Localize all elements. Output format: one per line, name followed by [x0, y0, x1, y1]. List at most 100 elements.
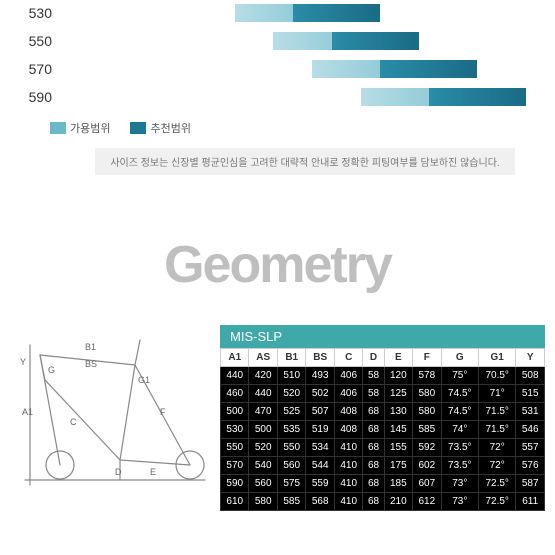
table-cell: 72° [478, 457, 515, 475]
chart-legend: 가용범위 추천범위 [0, 112, 555, 144]
table-cell: 550 [277, 439, 305, 457]
table-cell: 125 [384, 385, 412, 403]
gantt-row: 570 [10, 56, 545, 82]
table-header: C [334, 349, 362, 367]
table-cell: 155 [384, 439, 412, 457]
gantt-bar-track [60, 60, 545, 78]
table-cell: 68 [363, 439, 384, 457]
gantt-label: 570 [10, 61, 60, 77]
table-header: F [413, 349, 441, 367]
gantt-row: 530 [10, 0, 545, 26]
table-cell: 493 [306, 367, 334, 385]
table-cell: 590 [221, 475, 249, 493]
table-cell: 612 [413, 493, 441, 511]
table-cell: 525 [277, 403, 305, 421]
table-cell: 440 [249, 385, 277, 403]
table-cell: 508 [516, 367, 545, 385]
table-cell: 546 [516, 421, 545, 439]
table-cell: 120 [384, 367, 412, 385]
table-cell: 570 [221, 457, 249, 475]
svg-text:G: G [48, 365, 55, 375]
geometry-title: Geometry [0, 235, 555, 295]
table-cell: 602 [413, 457, 441, 475]
svg-text:B1: B1 [85, 342, 96, 352]
table-cell: 502 [306, 385, 334, 403]
table-cell: 71° [478, 385, 515, 403]
range-recommended [429, 88, 526, 106]
table-cell: 585 [277, 493, 305, 511]
table-cell: 74.5° [441, 385, 478, 403]
table-cell: 420 [249, 367, 277, 385]
geometry-table-wrap: MIS-SLP A1ASB1BSCDEFGG1Y 440420510493406… [220, 325, 545, 511]
table-header: G [441, 349, 478, 367]
table-header: AS [249, 349, 277, 367]
table-cell: 585 [413, 421, 441, 439]
size-range-chart: 530550570590 [0, 0, 555, 110]
svg-text:C: C [70, 417, 77, 427]
gantt-row: 550 [10, 28, 545, 54]
table-header: BS [306, 349, 334, 367]
table-cell: 520 [249, 439, 277, 457]
table-header: D [363, 349, 384, 367]
table-cell: 610 [221, 493, 249, 511]
legend-label-1: 가용범위 [70, 120, 110, 136]
table-cell: 58 [363, 385, 384, 403]
table-cell: 530 [221, 421, 249, 439]
legend-box-light [50, 122, 66, 134]
table-cell: 72.5° [478, 493, 515, 511]
table-header: G1 [478, 349, 515, 367]
table-cell: 520 [277, 385, 305, 403]
table-cell: 410 [334, 457, 362, 475]
table-row: 6105805855684106821061273°72.5°611 [221, 493, 545, 511]
svg-text:A1: A1 [22, 407, 33, 417]
gantt-label: 550 [10, 33, 60, 49]
table-cell: 406 [334, 367, 362, 385]
range-recommended [293, 4, 380, 22]
svg-text:D: D [115, 467, 122, 477]
table-header: B1 [277, 349, 305, 367]
svg-text:G1: G1 [138, 375, 150, 385]
table-header: A1 [221, 349, 249, 367]
legend-box-dark [130, 122, 146, 134]
table-cell: 611 [516, 493, 545, 511]
geometry-section: A1B1BSCDEFGG1Y MIS-SLP A1ASB1BSCDEFGG1Y … [0, 325, 555, 511]
table-row: 5905605755594106818560773°72.5°587 [221, 475, 545, 493]
table-cell: 73° [441, 493, 478, 511]
gantt-bar-track [60, 4, 545, 22]
table-header: E [384, 349, 412, 367]
table-cell: 68 [363, 457, 384, 475]
table-cell: 580 [413, 403, 441, 421]
table-header: Y [516, 349, 545, 367]
table-cell: 460 [221, 385, 249, 403]
table-cell: 559 [306, 475, 334, 493]
table-cell: 580 [249, 493, 277, 511]
table-cell: 510 [277, 367, 305, 385]
table-cell: 507 [306, 403, 334, 421]
table-cell: 408 [334, 421, 362, 439]
table-cell: 440 [221, 367, 249, 385]
table-cell: 576 [516, 457, 545, 475]
table-cell: 68 [363, 475, 384, 493]
svg-text:Y: Y [20, 357, 26, 367]
table-cell: 531 [516, 403, 545, 421]
table-cell: 175 [384, 457, 412, 475]
table-cell: 557 [516, 439, 545, 457]
table-row: 5505205505344106815559273.5°72°557 [221, 439, 545, 457]
table-cell: 145 [384, 421, 412, 439]
table-cell: 210 [384, 493, 412, 511]
svg-text:E: E [150, 467, 156, 477]
table-row: 4604405205024065812558074.5°71°515 [221, 385, 545, 403]
table-cell: 560 [249, 475, 277, 493]
table-cell: 408 [334, 403, 362, 421]
table-cell: 568 [306, 493, 334, 511]
disclaimer-note: 사이즈 정보는 신장별 평균인심을 고려한 대략적 안내로 정확한 피팅여부를 … [95, 148, 515, 175]
model-name: MIS-SLP [220, 325, 545, 348]
table-cell: 73.5° [441, 439, 478, 457]
table-cell: 410 [334, 439, 362, 457]
table-cell: 519 [306, 421, 334, 439]
table-cell: 185 [384, 475, 412, 493]
table-cell: 540 [249, 457, 277, 475]
table-cell: 534 [306, 439, 334, 457]
legend-label-2: 추천범위 [150, 120, 190, 136]
table-cell: 130 [384, 403, 412, 421]
